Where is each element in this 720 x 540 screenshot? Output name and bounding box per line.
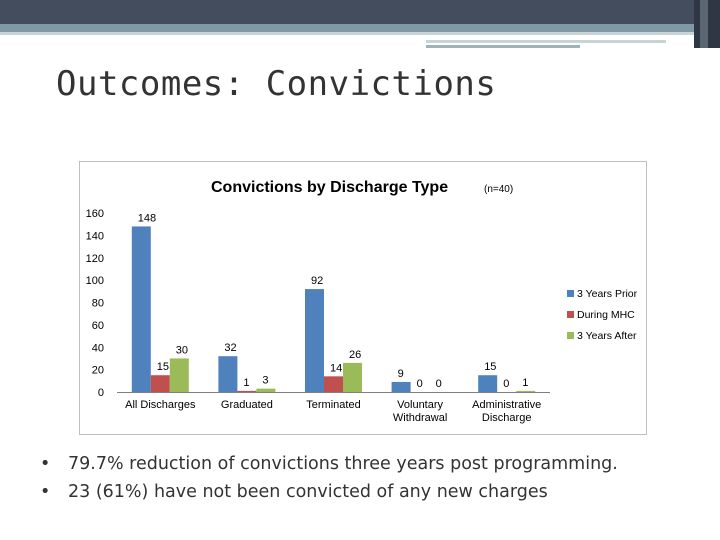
data-label: 32 <box>224 342 236 354</box>
bar <box>343 362 362 392</box>
bar <box>324 376 343 392</box>
bar <box>516 390 536 392</box>
bar <box>169 358 189 392</box>
header-band <box>0 0 720 24</box>
legend-label: During MHC <box>577 309 635 321</box>
data-label: 0 <box>436 378 442 390</box>
data-label: 92 <box>311 275 323 287</box>
y-tick-label: 0 <box>98 387 104 399</box>
data-label: 3 <box>262 375 268 387</box>
x-tick-label: All Discharges <box>125 399 196 411</box>
y-tick-label: 60 <box>92 320 104 332</box>
header-thin-line <box>0 32 720 35</box>
chart-title-group: Convictions by Discharge Type (n=40) <box>211 179 513 196</box>
chart-title: Convictions by Discharge Type <box>211 179 448 196</box>
bars-group: 148 15 30 32 1 3 92 14 26 9 0 0 15 0 1 <box>131 212 536 392</box>
x-tick-label: Discharge <box>482 412 532 424</box>
bullet-item: • 79.7% reduction of convictions three y… <box>40 450 618 478</box>
bar <box>131 226 151 392</box>
legend-swatch <box>567 290 574 297</box>
data-label: 0 <box>417 378 423 390</box>
x-tick-label: Voluntary <box>397 399 443 411</box>
y-tick-label: 80 <box>92 298 104 310</box>
data-label: 15 <box>157 361 169 373</box>
accent-line <box>426 40 666 43</box>
x-tick-label: Withdrawal <box>393 412 447 424</box>
data-label: 148 <box>138 212 156 224</box>
bar <box>256 388 276 392</box>
bar <box>391 381 411 392</box>
chart-frame: Convictions by Discharge Type (n=40) 0 20… <box>79 161 647 435</box>
data-label: 15 <box>484 361 496 373</box>
chart-title-note: (n=40) <box>484 184 513 195</box>
slide-title: Outcomes: Convictions <box>56 64 497 104</box>
bar <box>305 289 324 392</box>
x-tick-label: Administrative <box>472 399 541 411</box>
legend-label: 3 Years Prior <box>577 288 638 300</box>
bar-chart: Convictions by Discharge Type (n=40) 0 20… <box>86 179 638 424</box>
header-stripe <box>0 24 720 32</box>
y-tick-label: 140 <box>86 230 104 242</box>
legend-label: 3 Years After <box>577 330 637 342</box>
bar <box>237 390 257 392</box>
data-label: 26 <box>349 349 361 361</box>
bullet-glyph: • <box>40 482 51 502</box>
corner-block-inner <box>700 0 708 48</box>
bar <box>478 375 498 392</box>
x-tick-label: Terminated <box>306 399 360 411</box>
bar <box>218 356 238 392</box>
y-tick-label: 100 <box>86 275 104 287</box>
bar <box>150 375 170 392</box>
bullet-list: • 79.7% reduction of convictions three y… <box>40 450 618 506</box>
y-tick-label: 160 <box>86 208 104 220</box>
data-label: 0 <box>503 378 509 390</box>
x-tick-label: Graduated <box>221 399 273 411</box>
accent-line-short <box>426 45 580 48</box>
bullet-item: • 23 (61%) have not been convicted of an… <box>40 478 618 506</box>
data-label: 1 <box>522 377 528 389</box>
bullet-text: 23 (61%) have not been convicted of any … <box>68 482 548 502</box>
bullet-glyph: • <box>40 454 51 474</box>
y-tick-label: 20 <box>92 365 104 377</box>
legend: 3 Years Prior During MHC 3 Years After <box>567 288 638 342</box>
data-label: 9 <box>398 368 404 380</box>
data-label: 14 <box>330 362 342 374</box>
data-label: 1 <box>243 377 249 389</box>
y-tick-label: 120 <box>86 253 104 265</box>
bullet-text: 79.7% reduction of convictions three yea… <box>68 454 618 474</box>
y-tick-label: 40 <box>92 342 104 354</box>
legend-swatch <box>567 332 574 339</box>
legend-swatch <box>567 311 574 318</box>
data-label: 30 <box>176 344 188 356</box>
